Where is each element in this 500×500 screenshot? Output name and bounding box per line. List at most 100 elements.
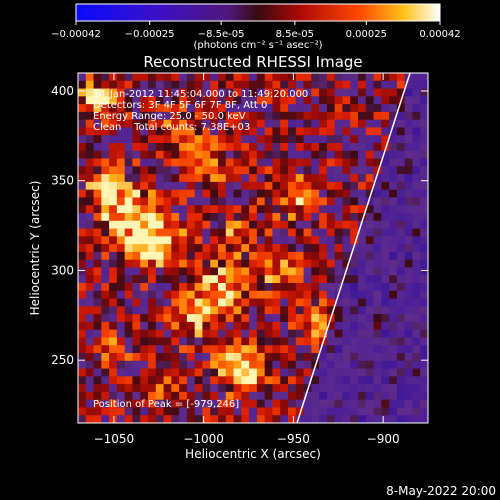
heatmap-cell xyxy=(334,80,344,90)
heatmap-cell xyxy=(365,135,375,144)
heatmap-cell xyxy=(389,213,398,222)
heatmap-cell xyxy=(288,283,297,292)
heatmap-cell xyxy=(109,88,118,97)
heatmap-cell xyxy=(249,104,258,113)
heatmap-cell xyxy=(303,73,312,82)
heatmap-cell xyxy=(116,73,126,82)
heatmap-cell xyxy=(264,306,274,315)
heatmap-cell xyxy=(358,407,367,416)
heatmap-cell xyxy=(319,353,328,362)
heatmap-cell xyxy=(78,337,87,346)
heatmap-cell xyxy=(342,360,351,370)
heatmap-cell xyxy=(350,111,359,121)
heatmap-cell xyxy=(85,181,95,191)
heatmap-cell xyxy=(342,306,351,315)
heatmap-cell xyxy=(319,143,328,152)
heatmap-cell xyxy=(233,345,242,354)
heatmap-cell xyxy=(148,205,157,214)
heatmap-cell xyxy=(358,298,367,307)
heatmap-cell xyxy=(186,329,196,339)
heatmap-cell xyxy=(412,391,421,401)
heatmap-cell xyxy=(171,228,180,237)
chart-title: Reconstructed RHESSI Image xyxy=(143,53,362,71)
heatmap-cell xyxy=(225,104,235,113)
heatmap-cell xyxy=(179,213,188,222)
x-tick-label: −1000 xyxy=(183,432,224,446)
heatmap-cell xyxy=(132,158,141,167)
heatmap-cell xyxy=(249,314,258,323)
heatmap-cell xyxy=(148,306,157,315)
heatmap-cell xyxy=(295,321,305,331)
heatmap-cell xyxy=(233,321,242,331)
heatmap-cell xyxy=(179,345,188,354)
heatmap-cell xyxy=(116,213,126,222)
heatmap-cell xyxy=(358,220,367,230)
heatmap-cell xyxy=(225,197,235,206)
heatmap-cell xyxy=(412,80,421,90)
heatmap-cell xyxy=(116,306,126,315)
heatmap-cell xyxy=(288,158,297,167)
heatmap-cell xyxy=(311,244,320,253)
heatmap-cell xyxy=(202,228,211,237)
heatmap-cell xyxy=(311,290,320,300)
heatmap-cell xyxy=(326,181,336,191)
heatmap-cell xyxy=(93,298,102,307)
heatmap-cell xyxy=(326,73,336,82)
heatmap-cell xyxy=(155,88,165,97)
heatmap-cell xyxy=(218,104,227,113)
heatmap-cell xyxy=(396,197,406,206)
heatmap-cell xyxy=(140,150,149,160)
heatmap-cell xyxy=(264,166,274,175)
heatmap-cell xyxy=(381,384,390,393)
heatmap-cell xyxy=(365,80,375,90)
heatmap-cell xyxy=(358,337,367,346)
heatmap-cell xyxy=(272,407,281,416)
heatmap-cell xyxy=(373,298,382,307)
heatmap-cell xyxy=(272,80,281,90)
heatmap-cell xyxy=(233,244,242,253)
heatmap-cell xyxy=(404,104,414,113)
heatmap-cell xyxy=(373,119,382,129)
heatmap-cell xyxy=(288,96,297,105)
heatmap-cell xyxy=(218,135,227,144)
heatmap-cell xyxy=(218,143,227,152)
heatmap-cell xyxy=(264,415,274,423)
heatmap-cell xyxy=(264,174,274,183)
heatmap-cell xyxy=(381,244,390,253)
heatmap-cell xyxy=(381,228,390,237)
heatmap-cell xyxy=(249,329,258,339)
heatmap-cell xyxy=(85,251,95,261)
heatmap-cell xyxy=(140,259,149,269)
heatmap-cell xyxy=(148,391,157,401)
heatmap-cell xyxy=(342,205,351,214)
heatmap-cell xyxy=(241,205,250,214)
heatmap-cell xyxy=(288,251,297,261)
heatmap-cell xyxy=(85,127,95,136)
heatmap-cell xyxy=(140,166,149,175)
heatmap-cell xyxy=(85,135,95,144)
heatmap-cell xyxy=(272,181,281,191)
heatmap-cell xyxy=(334,88,344,97)
heatmap-cell xyxy=(311,111,320,121)
heatmap-cell xyxy=(194,228,204,237)
heatmap-cell xyxy=(381,290,390,300)
heatmap-cell xyxy=(163,143,172,152)
heatmap-cell xyxy=(210,415,219,423)
heatmap-cell xyxy=(194,345,204,354)
heatmap-cell xyxy=(148,345,157,354)
heatmap-cell xyxy=(186,244,196,253)
heatmap-cell xyxy=(280,384,289,393)
heatmap-cell xyxy=(194,353,204,362)
heatmap-cell xyxy=(155,407,165,416)
heatmap-cell xyxy=(241,189,250,199)
heatmap-cell xyxy=(420,251,428,261)
heatmap-cell xyxy=(319,376,328,385)
heatmap-cell xyxy=(358,181,367,191)
heatmap-cell xyxy=(420,104,428,113)
heatmap-cell xyxy=(311,384,320,393)
heatmap-cell xyxy=(78,197,87,206)
heatmap-cell xyxy=(132,275,141,284)
heatmap-cell xyxy=(241,275,250,284)
heatmap-cell xyxy=(295,73,305,82)
heatmap-cell xyxy=(295,158,305,167)
